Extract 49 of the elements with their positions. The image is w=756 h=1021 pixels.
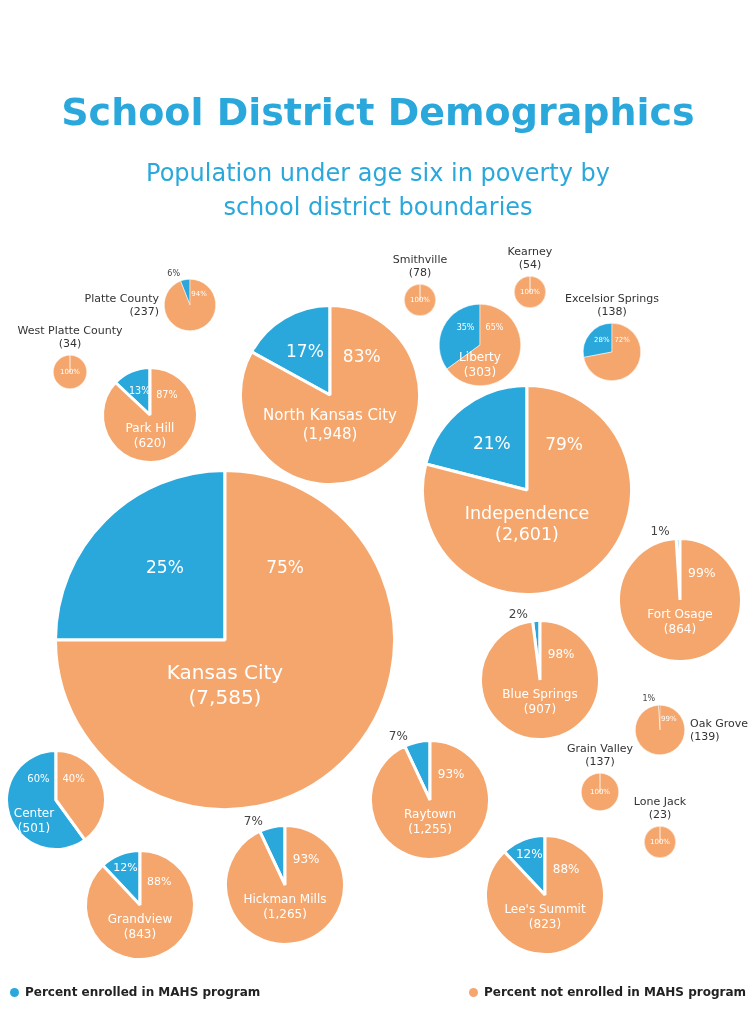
data-label: 12% [515, 847, 543, 862]
legend-label: Percent enrolled in MAHS program [25, 985, 261, 999]
text: Independence (2,601) [463, 502, 591, 547]
data-label: 60% [27, 772, 50, 784]
chart-title: Smithville (78) [391, 253, 449, 279]
chart-title: Lone Jack (23) [632, 795, 688, 821]
text: Hickman Mills (1,265) [242, 892, 328, 923]
data-label: 98% [547, 647, 575, 662]
data-label: 93% [292, 852, 320, 867]
data-label: 79% [545, 434, 583, 455]
data-label: 25% [146, 557, 184, 578]
data-label: 1% [642, 693, 656, 703]
text: Raytown (1,255) [403, 807, 457, 838]
data-label: 75% [266, 557, 304, 578]
text: Lee's Summit (823) [503, 902, 587, 933]
data-label: 2% [508, 606, 528, 621]
text: Platte County (237) [83, 292, 159, 318]
data-label: 1% [650, 524, 670, 539]
data-label: 21% [472, 433, 511, 454]
data-label: 7% [243, 814, 263, 829]
data-label: 12% [113, 861, 138, 875]
text: School District Demographics [60, 90, 696, 134]
data-label: 40% [62, 772, 85, 784]
data-label: 35% [456, 322, 475, 332]
data-label: 7% [388, 729, 408, 744]
data-label: 88% [147, 874, 172, 888]
data-label: 6% [167, 268, 181, 278]
text: Park Hill (620) [124, 420, 176, 451]
text: Blue Springs (907) [501, 687, 579, 718]
data-label: 17% [286, 341, 324, 362]
data-label: 65% [485, 322, 504, 332]
data-label: 88% [552, 862, 580, 877]
chart-title: West Platte County (34) [16, 324, 124, 350]
text: Kansas City (7,585) [165, 660, 285, 711]
data-label: 99% [688, 565, 716, 581]
chart-title: Grain Valley (137) [565, 742, 635, 768]
chart-title: Excelsior Springs (138) [564, 292, 660, 318]
legend-label: Percent not enrolled in MAHS program [483, 985, 746, 999]
data-label: 87% [156, 388, 178, 400]
text: Grandview (843) [106, 911, 174, 942]
text: Liberty (303) [458, 349, 502, 380]
text: Fort Osage (864) [646, 607, 714, 638]
chart-title: Kearney (54) [506, 245, 554, 271]
text: North Kansas City (1,948) [262, 405, 398, 444]
text: Center (501) [12, 806, 56, 836]
data-label: 93% [437, 767, 465, 782]
text: Population under age six in poverty by school district boundaries [145, 158, 611, 223]
data-label: 83% [342, 345, 381, 366]
text: Oak Grove (139) [690, 717, 750, 743]
